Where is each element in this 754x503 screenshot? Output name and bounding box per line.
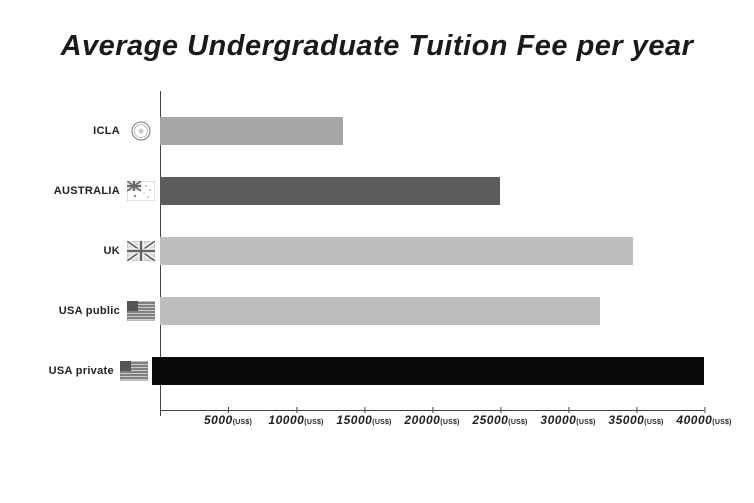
flag-us-icon	[126, 301, 156, 321]
chart-title: Average Undergraduate Tuition Fee per ye…	[40, 30, 714, 63]
bar-fill	[160, 297, 600, 325]
bar-row-uk: UK	[40, 229, 704, 273]
bars-region: ICLA AUSTRALIA UK	[160, 91, 704, 411]
x-tick-label: 10000(US$)	[268, 413, 323, 427]
x-tick: 30000(US$)	[540, 413, 595, 427]
x-tick: 5000(US$)	[204, 413, 252, 427]
bar-row-usa-private: USA private	[40, 349, 704, 393]
x-tick: 35000(US$)	[608, 413, 663, 427]
bar-row-australia: AUSTRALIA	[40, 169, 704, 213]
x-tick-label: 40000(US$)	[676, 413, 731, 427]
bar-row-usa-public: USA public	[40, 289, 704, 333]
x-tick-label: 15000(US$)	[336, 413, 391, 427]
x-tick: 20000(US$)	[404, 413, 459, 427]
flag-us-icon	[120, 361, 148, 381]
x-tick-label: 30000(US$)	[540, 413, 595, 427]
x-tick: 25000(US$)	[472, 413, 527, 427]
bar-fill	[160, 237, 633, 265]
icla-seal-icon	[126, 121, 156, 141]
bar-label: USA private	[40, 365, 114, 377]
x-axis: 5000(US$) 10000(US$) 15000(US$) 20000(US$) 2…	[160, 413, 704, 461]
x-tick-label: 5000(US$)	[204, 413, 252, 427]
bar-label: UK	[40, 245, 120, 257]
chart-container: Average Undergraduate Tuition Fee per ye…	[0, 0, 754, 503]
flag-uk-icon	[126, 241, 156, 261]
chart-area: ICLA AUSTRALIA UK	[40, 91, 714, 461]
bar-label: AUSTRALIA	[40, 185, 120, 197]
x-tick: 10000(US$)	[268, 413, 323, 427]
bar-fill	[160, 117, 343, 145]
x-tick: 40000(US$)	[676, 413, 731, 427]
bar-fill	[152, 357, 704, 385]
bar-row-icla: ICLA	[40, 109, 704, 153]
bar-label: USA public	[40, 305, 120, 317]
x-tick: 15000(US$)	[336, 413, 391, 427]
bar-fill	[160, 177, 500, 205]
flag-au-icon	[126, 181, 156, 201]
x-tick-label: 25000(US$)	[472, 413, 527, 427]
x-tick-label: 20000(US$)	[404, 413, 459, 427]
x-tick-label: 35000(US$)	[608, 413, 663, 427]
bar-label: ICLA	[40, 125, 120, 137]
